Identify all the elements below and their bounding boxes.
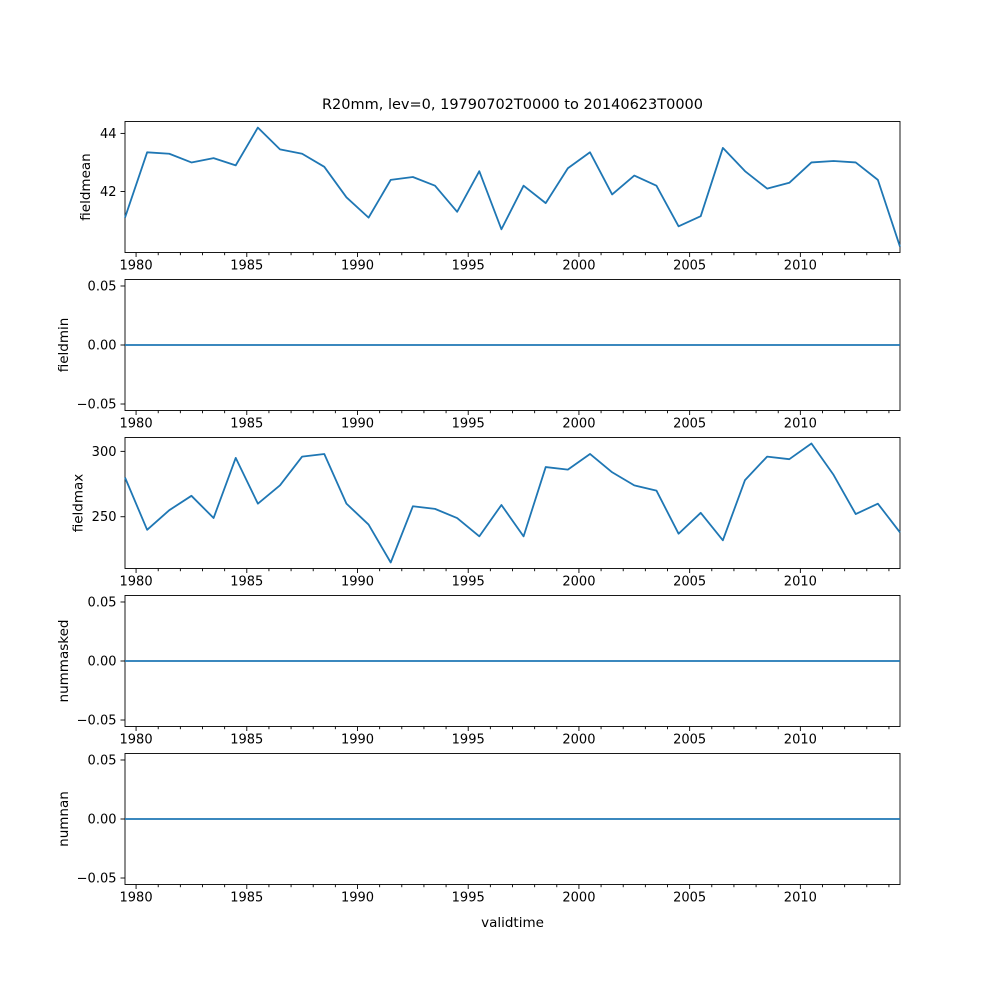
y-tick-label: 0.05 [88, 279, 117, 294]
x-tick-label: 1985 [230, 259, 263, 274]
y-axis-label-numnan: numnan [56, 791, 72, 847]
x-tick-label: 2005 [673, 733, 706, 748]
y-tick-label: 0.00 [88, 813, 117, 828]
x-tick-label: 2000 [562, 733, 595, 748]
plot-area-fieldmax [124, 437, 901, 569]
chart-title: R20mm, lev=0, 19790702T0000 to 20140623T… [321, 97, 703, 113]
y-axis-label-fieldmean: fieldmean [78, 153, 94, 220]
x-tick-label: 1985 [230, 891, 263, 906]
y-tick-label: 42 [100, 185, 117, 200]
x-tick-label: 2010 [784, 259, 817, 274]
y-tick-label: 0.00 [88, 655, 117, 670]
x-axis-label: validtime [481, 915, 544, 931]
y-axis-label-nummasked: nummasked [56, 620, 72, 703]
x-tick-label: 1995 [452, 891, 485, 906]
x-tick-label: 2010 [784, 733, 817, 748]
x-tick-label: 2000 [562, 575, 595, 590]
x-tick-label: 1980 [120, 733, 153, 748]
x-tick-label: 2000 [562, 891, 595, 906]
y-axis-label-fieldmin: fieldmin [56, 318, 72, 373]
x-tick-label: 1990 [341, 417, 374, 432]
y-tick-label: −0.05 [77, 398, 117, 413]
y-tick-label: 0.05 [88, 595, 117, 610]
x-tick-label: 1990 [341, 891, 374, 906]
x-tick-label: 1980 [120, 259, 153, 274]
x-tick-label: 1995 [452, 575, 485, 590]
x-tick-label: 1990 [341, 259, 374, 274]
x-tick-label: 2005 [673, 575, 706, 590]
x-tick-label: 1985 [230, 733, 263, 748]
x-tick-label: 1985 [230, 575, 263, 590]
x-tick-label: 1980 [120, 891, 153, 906]
y-tick-label: 300 [92, 445, 117, 460]
x-tick-label: 2010 [784, 891, 817, 906]
x-tick-label: 1980 [120, 417, 153, 432]
x-tick-label: 1985 [230, 417, 263, 432]
x-tick-label: 1980 [120, 575, 153, 590]
x-tick-label: 2005 [673, 259, 706, 274]
y-tick-label: 44 [100, 127, 117, 142]
line-series-fieldmean [124, 126, 901, 247]
y-tick-label: 0.00 [88, 339, 117, 354]
x-tick-label: 2000 [562, 417, 595, 432]
x-tick-label: 2005 [673, 891, 706, 906]
x-tick-label: 1995 [452, 417, 485, 432]
x-tick-label: 2005 [673, 417, 706, 432]
x-tick-label: 1995 [452, 259, 485, 274]
line-series-fieldmax [124, 442, 901, 564]
x-tick-label: 2010 [784, 575, 817, 590]
y-tick-label: −0.05 [77, 714, 117, 729]
y-tick-label: 250 [92, 510, 117, 525]
x-tick-label: 2000 [562, 259, 595, 274]
y-tick-label: −0.05 [77, 872, 117, 887]
x-tick-label: 1995 [452, 733, 485, 748]
x-tick-label: 1990 [341, 575, 374, 590]
plot-area-fieldmean [124, 121, 901, 253]
x-tick-label: 2010 [784, 417, 817, 432]
y-axis-label-fieldmax: fieldmax [71, 474, 87, 533]
x-tick-label: 1990 [341, 733, 374, 748]
y-tick-label: 0.05 [88, 753, 117, 768]
